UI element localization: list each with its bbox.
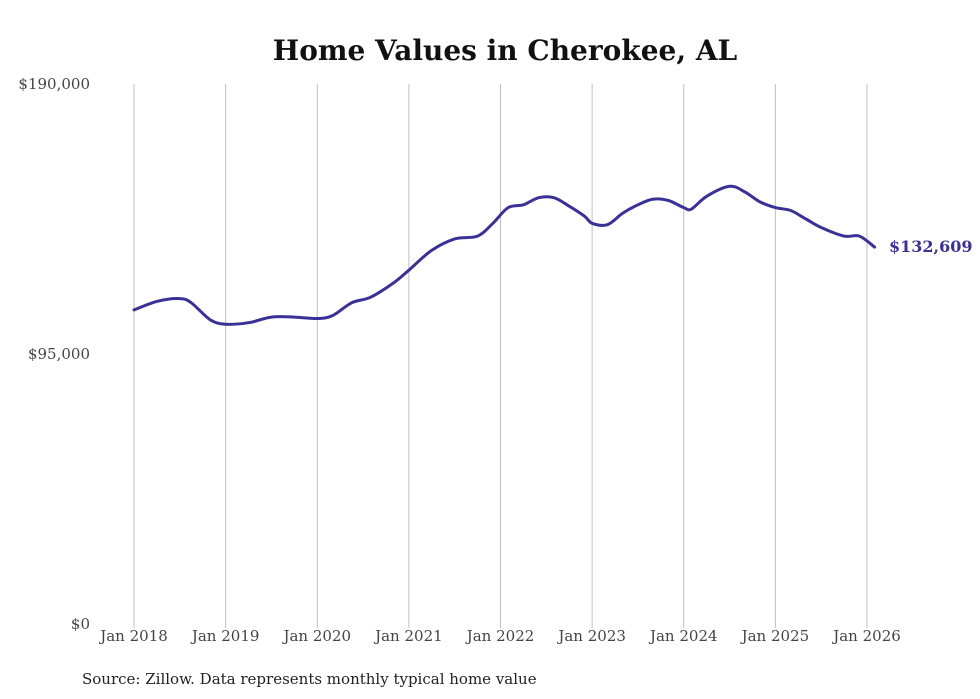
x-axis-ticks: Jan 2018 Jan 2019 Jan 2020 Jan 2021 Jan 2022… (98, 627, 901, 645)
y-tick-label: $0 (71, 615, 90, 633)
x-tick-label: Jan 2025 (740, 627, 810, 645)
series-line-0 (132, 184, 877, 326)
x-tick-label: Jan 2026 (831, 627, 901, 645)
x-tick-label: Jan 2020 (281, 627, 351, 645)
x-tick-label: Jan 2022 (465, 627, 535, 645)
x-tick-label: Jan 2018 (98, 627, 168, 645)
gridlines (133, 84, 868, 628)
series-layer (132, 184, 877, 326)
source-note: Source: Zillow. Data represents monthly … (82, 670, 537, 688)
y-axis-ticks: $0 $95,000 $190,000 (18, 75, 90, 633)
chart-title: Home Values in Cherokee, AL (273, 34, 738, 67)
y-tick-label: $190,000 (18, 75, 90, 93)
y-tick-label: $95,000 (28, 345, 90, 363)
end-value-label: $132,609 (889, 237, 973, 256)
x-tick-label: Jan 2019 (190, 627, 260, 645)
x-tick-label: Jan 2023 (556, 627, 626, 645)
x-tick-label: Jan 2021 (373, 627, 443, 645)
x-tick-label: Jan 2024 (648, 627, 718, 645)
